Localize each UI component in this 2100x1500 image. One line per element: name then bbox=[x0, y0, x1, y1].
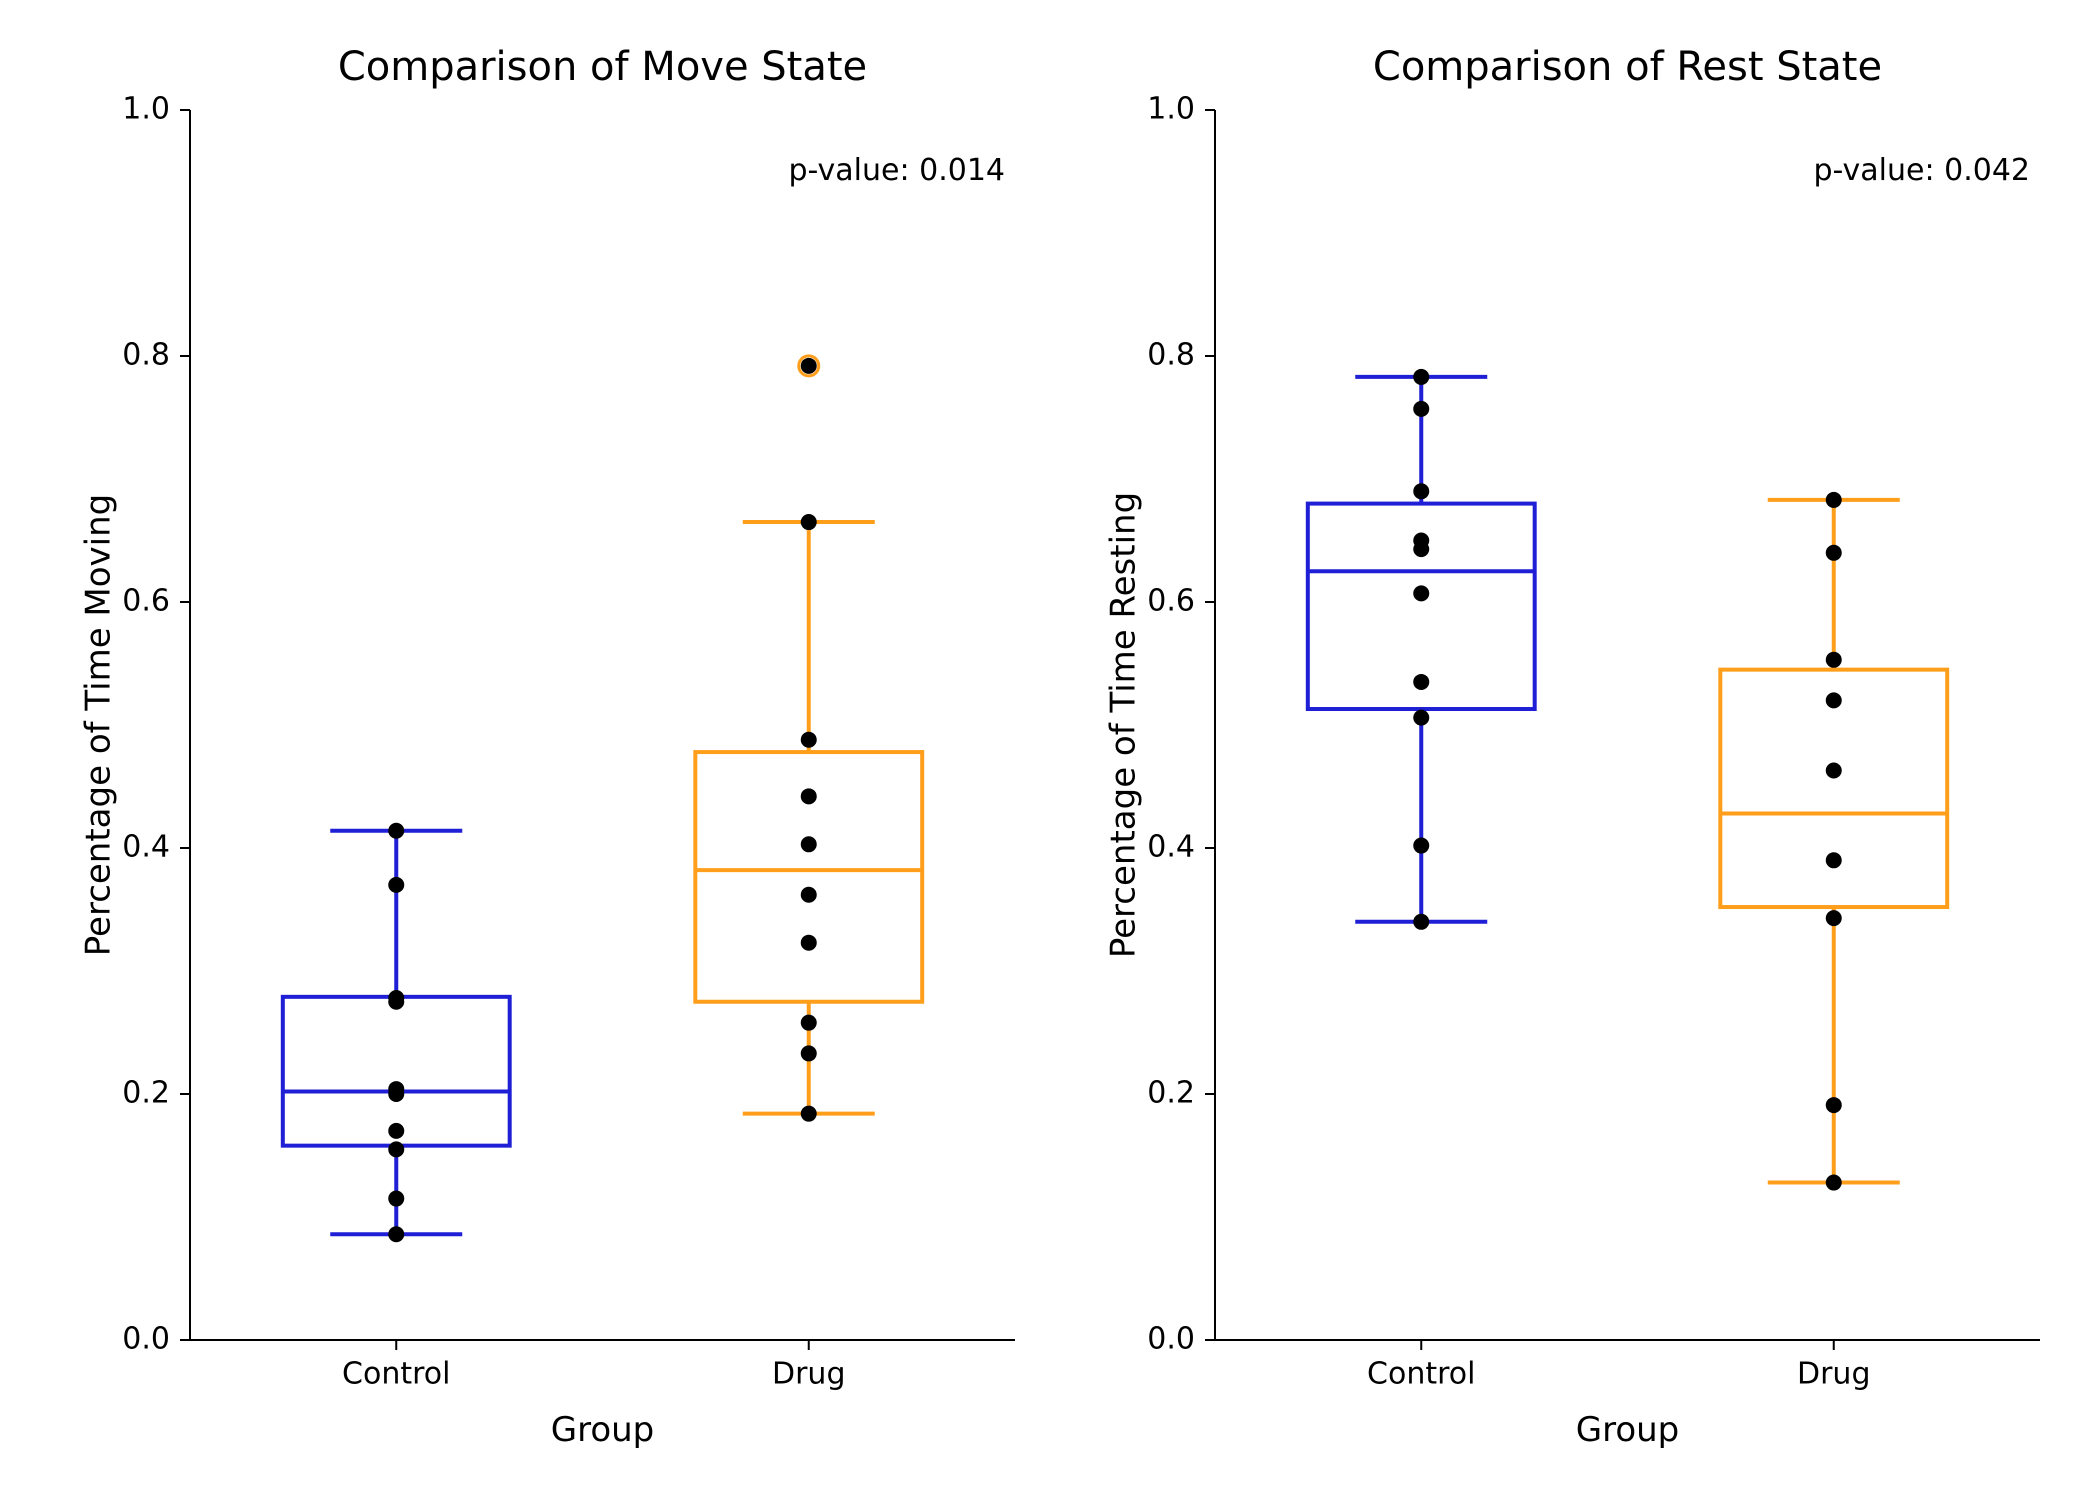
y-tick-label: 0.0 bbox=[122, 1322, 170, 1357]
x-tick-label: Control bbox=[1367, 1357, 1475, 1392]
data-point bbox=[1826, 763, 1842, 779]
data-point bbox=[388, 1191, 404, 1207]
data-point bbox=[1826, 545, 1842, 561]
data-point bbox=[801, 887, 817, 903]
data-point bbox=[801, 514, 817, 530]
data-point bbox=[388, 1141, 404, 1157]
x-tick-label: Drug bbox=[772, 1357, 846, 1392]
data-point bbox=[801, 1015, 817, 1031]
y-tick-label: 1.0 bbox=[1147, 92, 1195, 127]
figure-root: 0.0 0.2 0.4 0.6 0.8 1.0 Control Drug Group Percen… bbox=[0, 0, 2100, 1500]
data-point bbox=[801, 788, 817, 804]
y-tick-label: 0.8 bbox=[1147, 338, 1195, 373]
data-point bbox=[1413, 369, 1429, 385]
x-tick-label: Drug bbox=[1797, 1357, 1871, 1392]
panel-title: Comparison of Rest State bbox=[1373, 44, 1882, 90]
y-tick-label: 0.8 bbox=[122, 338, 170, 373]
data-point bbox=[388, 990, 404, 1006]
data-point bbox=[1826, 1175, 1842, 1191]
y-tick-label: 0.2 bbox=[1147, 1076, 1195, 1111]
pvalue-annotation: p-value: 0.042 bbox=[1813, 153, 2030, 188]
box-move-drug bbox=[695, 356, 922, 1122]
data-point bbox=[801, 732, 817, 748]
data-point bbox=[801, 935, 817, 951]
y-tick-label: 0.6 bbox=[1147, 584, 1195, 619]
data-point bbox=[801, 836, 817, 852]
y-tick-label: 1.0 bbox=[122, 92, 170, 127]
data-point bbox=[1413, 710, 1429, 726]
data-point bbox=[388, 1123, 404, 1139]
data-point bbox=[388, 823, 404, 839]
data-point bbox=[801, 1106, 817, 1122]
x-tick-label: Control bbox=[342, 1357, 450, 1392]
y-tick-label: 0.4 bbox=[122, 830, 170, 865]
data-point bbox=[801, 358, 817, 374]
data-point bbox=[1826, 652, 1842, 668]
data-point bbox=[1413, 914, 1429, 930]
y-tick-label: 0.0 bbox=[1147, 1322, 1195, 1357]
y-tick-label: 0.2 bbox=[122, 1076, 170, 1111]
box-rest-control bbox=[1308, 369, 1535, 930]
x-axis-label: Group bbox=[1576, 1410, 1680, 1450]
data-point bbox=[1413, 674, 1429, 690]
panel-move: 0.0 0.2 0.4 0.6 0.8 1.0 Control Drug Group Percen… bbox=[79, 44, 1016, 1450]
panel-title: Comparison of Move State bbox=[338, 44, 867, 90]
data-point bbox=[1413, 483, 1429, 499]
box-move-control bbox=[283, 823, 510, 1242]
data-point bbox=[388, 1226, 404, 1242]
data-point bbox=[1826, 910, 1842, 926]
x-axis-label: Group bbox=[551, 1410, 655, 1450]
data-point bbox=[1413, 838, 1429, 854]
data-point bbox=[1826, 692, 1842, 708]
data-point bbox=[1413, 401, 1429, 417]
y-tick-label: 0.6 bbox=[122, 584, 170, 619]
data-point bbox=[1413, 585, 1429, 601]
data-point bbox=[801, 1045, 817, 1061]
data-point bbox=[1826, 1097, 1842, 1113]
data-point bbox=[388, 877, 404, 893]
panel-rest: 0.0 0.2 0.4 0.6 0.8 1.0 Control Drug Group Percen… bbox=[1104, 44, 2041, 1450]
data-point bbox=[1413, 533, 1429, 549]
figure-svg: 0.0 0.2 0.4 0.6 0.8 1.0 Control Drug Group Percen… bbox=[0, 0, 2100, 1500]
data-point bbox=[388, 1081, 404, 1097]
data-point bbox=[1826, 852, 1842, 868]
y-tick-label: 0.4 bbox=[1147, 830, 1195, 865]
pvalue-annotation: p-value: 0.014 bbox=[788, 153, 1005, 188]
y-axis-label: Percentage of Time Resting bbox=[1104, 492, 1144, 958]
data-point bbox=[1826, 492, 1842, 508]
box-rest-drug bbox=[1720, 492, 1947, 1191]
y-axis-label: Percentage of Time Moving bbox=[79, 494, 119, 957]
